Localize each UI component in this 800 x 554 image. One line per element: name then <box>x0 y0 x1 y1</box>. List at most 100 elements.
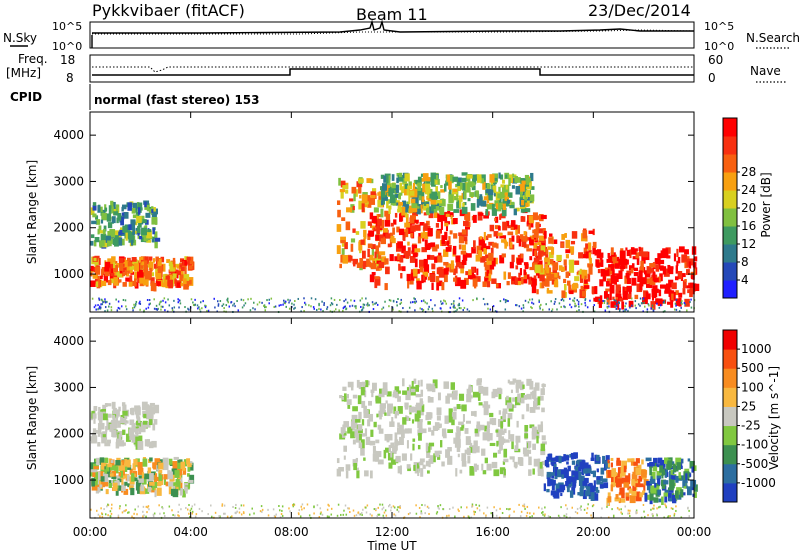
velocity-cell <box>426 446 431 453</box>
velocity-cell <box>386 391 392 397</box>
velocity-cell <box>427 396 431 403</box>
velocity-cell <box>149 481 155 486</box>
power-cell <box>495 283 499 288</box>
power-cell <box>254 308 256 311</box>
velocity-cell <box>458 393 465 401</box>
power-cell <box>98 307 100 310</box>
power-cell <box>392 227 395 235</box>
velocity-cell <box>122 473 127 479</box>
velocity-cell <box>118 434 122 441</box>
power-cell <box>440 302 443 305</box>
velocity-cell <box>176 481 181 491</box>
power-cell <box>418 192 425 201</box>
power-cell <box>637 275 641 283</box>
power-cell <box>675 298 679 306</box>
power-cell <box>155 256 159 262</box>
power-cell <box>692 262 697 268</box>
velocity-cell <box>278 509 281 512</box>
velocity-cell <box>515 440 519 449</box>
velocity-cell <box>466 506 468 509</box>
power-cell <box>397 175 404 182</box>
power-cell <box>490 179 494 187</box>
power-cell <box>678 292 683 298</box>
power-cell <box>611 270 615 278</box>
power-cell <box>361 250 366 259</box>
velocity-cell <box>369 513 372 516</box>
velocity-cell <box>535 382 540 391</box>
power-cell <box>120 238 125 246</box>
power-cell <box>455 265 458 274</box>
velocity-cell <box>631 490 637 497</box>
power-cell <box>354 305 356 308</box>
velocity-cell <box>510 389 513 394</box>
power-cell <box>686 258 689 267</box>
power-cell <box>351 186 357 194</box>
velocity-cell <box>537 458 541 464</box>
power-cell <box>657 298 663 306</box>
velocity-cell <box>659 505 661 508</box>
power-cell <box>372 303 374 306</box>
power-cell <box>139 302 142 305</box>
power-cell <box>374 281 378 289</box>
power-cell <box>445 246 452 252</box>
velocity-cell <box>582 480 588 486</box>
power-cell <box>686 269 690 276</box>
velocity-cell <box>676 491 682 500</box>
velocity-cell <box>156 476 160 481</box>
velocity-cell <box>569 490 574 498</box>
velocity-cell <box>221 504 223 507</box>
power-cell <box>98 297 100 300</box>
power-cell <box>176 270 181 276</box>
power-cell <box>430 299 432 302</box>
velocity-cell <box>498 410 502 415</box>
power-cell <box>606 297 609 300</box>
velocity-cell <box>500 421 504 429</box>
power-cell <box>187 307 189 310</box>
power-cell <box>448 236 451 245</box>
power-cell <box>493 178 496 187</box>
power-cell <box>464 239 468 245</box>
velocity-cell <box>478 509 481 512</box>
velocity-cell <box>580 505 582 508</box>
power-cell <box>284 300 287 303</box>
power-cell <box>413 297 415 300</box>
velocity-cell <box>137 505 140 508</box>
power-cell <box>476 268 479 276</box>
power-cell <box>649 263 656 268</box>
power-cell <box>340 240 346 244</box>
velocity-cell <box>336 458 340 464</box>
power-cell <box>657 276 661 283</box>
power-cell <box>544 257 550 263</box>
power-cell <box>490 247 494 255</box>
power-cell <box>648 282 653 289</box>
power-cell <box>642 297 645 300</box>
power-cell <box>148 208 154 214</box>
power-cell <box>434 174 439 181</box>
power-cell <box>370 197 376 205</box>
power-cell <box>151 272 155 277</box>
power-cell <box>375 301 378 304</box>
power-cell <box>539 282 543 289</box>
power-cell <box>385 211 391 221</box>
power-cell <box>539 307 541 310</box>
velocity-cell <box>359 433 366 437</box>
power-cell <box>631 277 637 286</box>
velocity-cell <box>100 412 103 420</box>
power-cell <box>522 306 525 309</box>
power-cell <box>424 273 427 280</box>
power-cell <box>98 298 101 301</box>
velocity-cell <box>273 514 276 517</box>
velocity-cell <box>148 508 150 511</box>
power-cell <box>624 275 629 284</box>
power-cell <box>360 305 362 308</box>
power-cell <box>417 182 422 191</box>
velocity-cell <box>506 507 508 510</box>
velocity-cell <box>493 452 498 458</box>
power-cell <box>442 212 448 222</box>
velocity-cell <box>394 514 397 517</box>
power-cell <box>132 202 138 211</box>
power-cell <box>431 307 434 310</box>
velocity-cell <box>469 467 475 476</box>
power-cell <box>217 300 219 303</box>
velocity-cell <box>407 390 411 395</box>
